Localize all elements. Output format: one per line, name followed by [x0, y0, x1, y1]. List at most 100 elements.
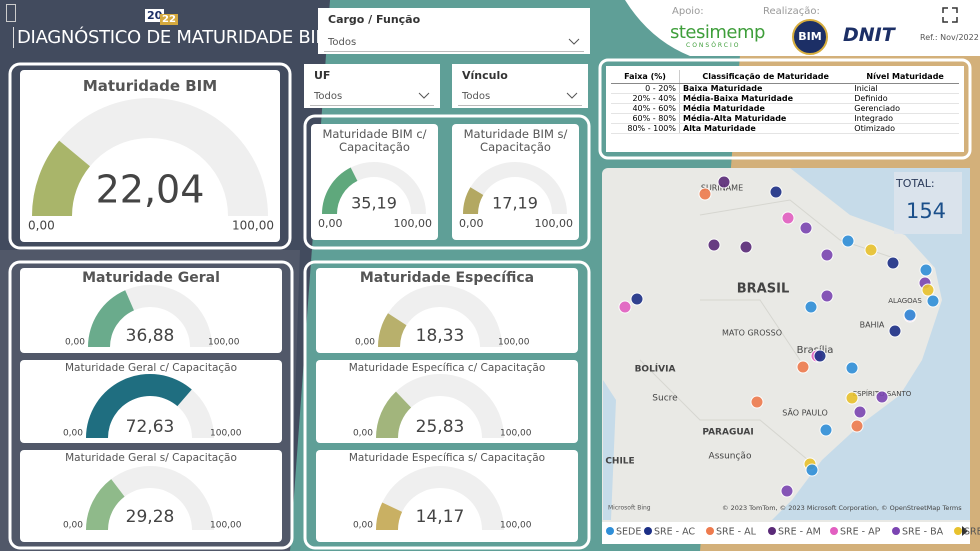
gauge-value-label: 22,04	[96, 168, 205, 212]
support-sub: CONSÓRCIO	[686, 42, 741, 49]
gauge-value	[378, 313, 407, 347]
chevron	[568, 38, 580, 45]
map-place-label: ALAGOAS	[888, 297, 922, 305]
legend-entry: SRE - AC	[654, 527, 695, 538]
dashboard-title: DIAGNÓSTICO DE MATURIDADE BIM	[13, 27, 335, 48]
table-row: 0 - 20% Baixa Maturidade Inicial	[611, 83, 959, 94]
map-point	[804, 300, 818, 314]
filter[interactable]: Vínculo Todos	[452, 64, 588, 108]
map-point	[805, 463, 819, 477]
gauge-axis-label: 0,00	[318, 217, 343, 230]
gauge-title: Maturidade Geral s/ Capacitação	[65, 452, 237, 464]
map-place-label: BRASIL	[737, 282, 789, 297]
column-header: Classificação de Maturidade	[679, 70, 852, 84]
legend-entry: SRE - AL	[716, 527, 757, 538]
chevron	[566, 92, 578, 99]
dnit-logo: DNIT	[843, 24, 895, 46]
gauge-value-label: 72,63	[126, 417, 175, 437]
legend-entry: SRE - AP	[840, 527, 881, 538]
table-cell: 60% - 80%	[611, 113, 680, 124]
gauge-card	[20, 268, 282, 353]
maturity-table: Faixa (%) Classificação de Maturidade Níve…	[606, 66, 964, 152]
filter-value: Todos	[328, 37, 357, 48]
table-cell: Otimizado	[851, 123, 959, 134]
gauge-axis-label: 100,00	[210, 429, 242, 439]
chevron	[418, 92, 430, 99]
legend-marker	[830, 527, 838, 535]
filter-box	[310, 87, 434, 106]
gauge-track	[86, 466, 214, 530]
map-point	[926, 294, 940, 308]
map-point	[707, 238, 721, 252]
map-point	[845, 391, 859, 405]
map-place-label: CHILE	[605, 457, 634, 467]
panel-frame	[8, 260, 294, 550]
filter-label: Vínculo	[462, 69, 508, 82]
gauge-title: Maturidade BIM	[82, 77, 218, 95]
panel-frame	[598, 58, 972, 160]
map-point	[796, 360, 810, 374]
total-card	[894, 172, 962, 234]
table: Faixa (%) Classificação de Maturidade Níve…	[611, 70, 959, 134]
map-point	[919, 263, 933, 277]
gauge-value-label: 25,83	[416, 417, 465, 437]
map-point	[739, 240, 753, 254]
bim-logo: BIM	[792, 19, 828, 55]
focus-icon[interactable]	[940, 5, 960, 25]
table-row: 20% - 40% Média-Baixa Maturidade Definido	[611, 93, 959, 104]
filter-value: Todos	[462, 91, 491, 102]
map-total-value: 154	[906, 199, 946, 223]
gauge-track	[378, 285, 502, 347]
map-place-label: Assunção	[709, 452, 752, 462]
gauge-axis-label: 100,00	[498, 338, 530, 348]
gauge-card	[20, 360, 282, 443]
filter-box	[324, 33, 584, 52]
map-place-label: BOLÍVIA	[635, 363, 676, 375]
map-point	[750, 395, 764, 409]
table-row: 80% - 100% Alta Maturidade Otimizado	[611, 123, 959, 134]
map-point	[888, 324, 902, 338]
gauge-card	[20, 70, 280, 242]
map-point	[850, 419, 864, 433]
map-point	[903, 308, 917, 322]
gauge-title: Maturidade Geral	[82, 270, 220, 286]
reference: Ref.: Nov/2022	[920, 33, 979, 42]
column-header: Faixa (%)	[611, 70, 680, 84]
gauge-axis-label: 0,00	[355, 338, 375, 348]
filter[interactable]: UF Todos	[304, 64, 440, 108]
table-cell: 20% - 40%	[611, 93, 680, 104]
map-point	[864, 243, 878, 257]
column-header: Nível Maturidade	[851, 70, 959, 84]
map-point	[853, 405, 867, 419]
map-point	[875, 390, 889, 404]
gauge-title: Maturidade BIM c/ Capacitação	[322, 127, 427, 155]
gauge-axis-label: 100,00	[394, 217, 433, 230]
map-point	[886, 256, 900, 270]
gauge-title: Maturidade Específica	[359, 270, 535, 286]
table-cell: 0 - 20%	[611, 83, 680, 94]
gauge-axis-label: 100,00	[208, 338, 240, 348]
year-bottom: 22	[160, 14, 178, 25]
map-attribution: © 2023 TomTom, © 2023 Microsoft Corporat…	[722, 504, 962, 512]
map-point	[698, 187, 712, 201]
legend-marker	[606, 527, 614, 535]
support-label: Apoio:	[672, 6, 704, 17]
gauge-track	[32, 98, 268, 216]
gauge-value-label: 14,17	[416, 507, 465, 527]
map-point	[820, 248, 834, 262]
panel-frame	[8, 62, 292, 250]
gauge-value	[376, 391, 412, 438]
support-logo: stesimemp	[670, 22, 765, 43]
filter[interactable]: Cargo / Função Todos	[318, 8, 590, 54]
table-cell: Média-Baixa Maturidade	[679, 93, 852, 104]
gauge-axis-label: 100,00	[232, 219, 274, 233]
table-row: 40% - 60% Média Maturidade Gerenciado	[611, 103, 959, 114]
gauge-track	[376, 466, 504, 530]
legend-entry: SRE - CE	[964, 527, 980, 538]
filter-box	[458, 87, 582, 106]
gauge-axis-label: 100,00	[500, 521, 532, 531]
table-header: Faixa (%) Classificação de Maturidade Níve…	[611, 70, 959, 84]
map-point	[841, 234, 855, 248]
legend-next[interactable]	[962, 526, 968, 536]
